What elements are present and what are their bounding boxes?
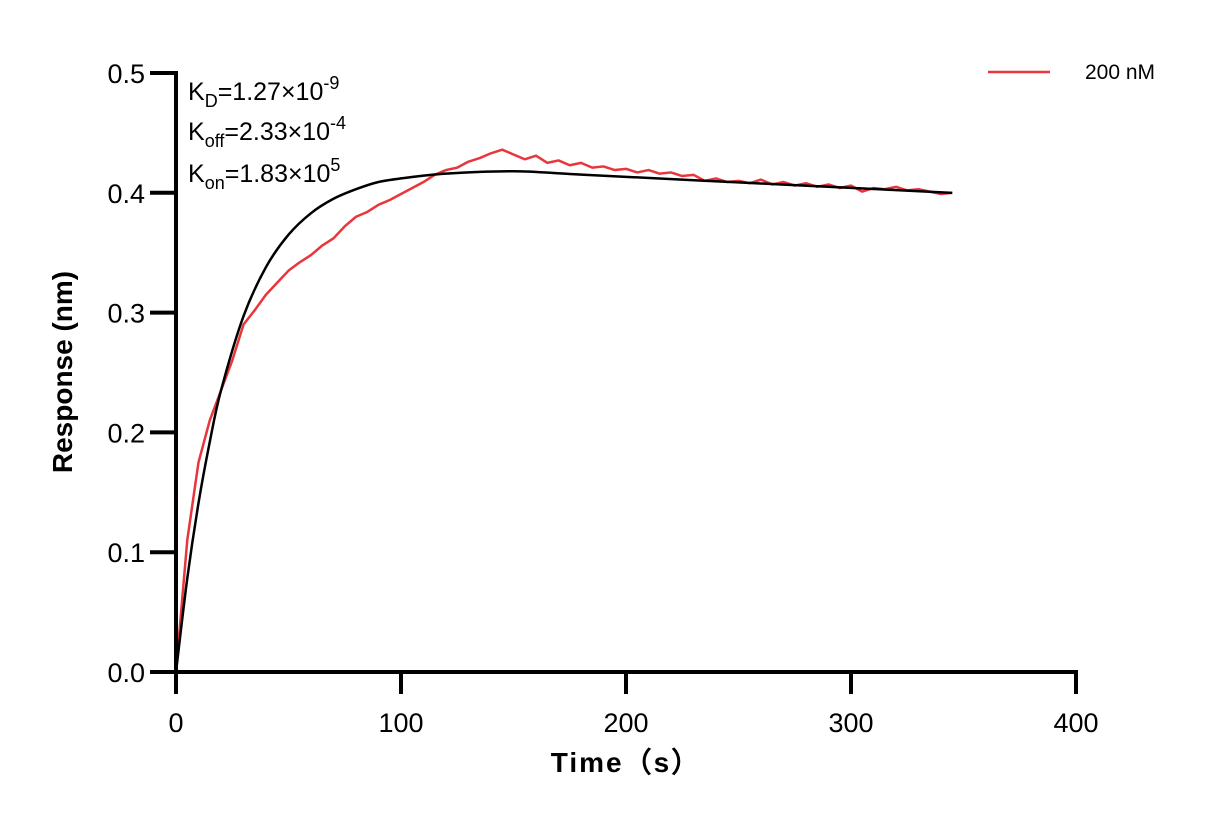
- x-tick-label: 300: [828, 708, 873, 738]
- y-tick-label: 0.1: [107, 538, 145, 568]
- fit-curve: [174, 169, 953, 673]
- x-tick-label: 100: [378, 708, 423, 738]
- series-line-200nm: [174, 148, 953, 673]
- series-group: [174, 148, 953, 673]
- y-tick-label: 0.5: [107, 59, 145, 89]
- kinetics-annotation: KD=1.27×10-9 Koff=2.33×10-4 Kon=1.83×105: [188, 73, 346, 193]
- x-axis-ticks: 0 100 200 300 400: [168, 672, 1099, 738]
- legend-label-200nm: 200 nM: [1085, 61, 1155, 84]
- annotation-kd: KD=1.27×10-9: [188, 73, 339, 111]
- legend: 200 nM: [988, 61, 1155, 84]
- y-tick-label: 0.0: [107, 658, 145, 688]
- y-axis-ticks: 0.0 0.1 0.2 0.3 0.4 0.5: [107, 59, 176, 688]
- x-tick-label: 400: [1053, 708, 1098, 738]
- annotation-koff: Koff=2.33×10-4: [188, 113, 346, 151]
- x-tick-label: 0: [168, 708, 183, 738]
- y-tick-label: 0.4: [107, 179, 145, 209]
- y-axis-label: Response (nm): [47, 271, 78, 473]
- y-tick-label: 0.2: [107, 418, 145, 448]
- annotation-kon: Kon=1.83×105: [188, 155, 340, 193]
- x-axis-label: Time（s）: [551, 746, 701, 778]
- y-tick-label: 0.3: [107, 299, 145, 329]
- x-tick-label: 200: [603, 708, 648, 738]
